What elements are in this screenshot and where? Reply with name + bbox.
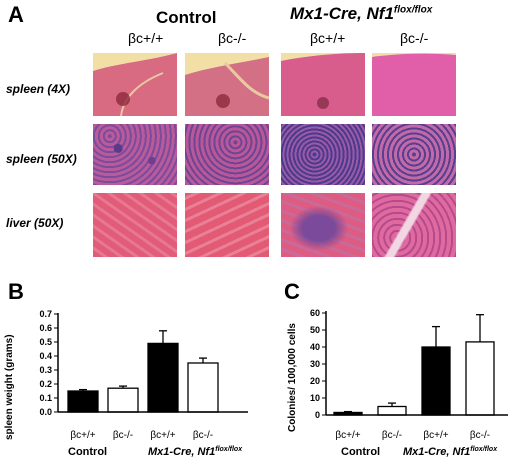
category-label: βc-/- bbox=[382, 430, 402, 441]
category-label: βc+/+ bbox=[423, 430, 448, 441]
category-label: βc-/- bbox=[470, 430, 490, 441]
category-label: βc+/+ bbox=[70, 430, 95, 441]
genotype-label: βc-/- bbox=[218, 30, 247, 46]
micrograph-spleen-4x-mutant-wt bbox=[281, 53, 365, 116]
group-label-control: Control bbox=[341, 446, 380, 458]
bar bbox=[465, 341, 495, 416]
bar bbox=[107, 387, 139, 413]
group-label-mutant: Mx1-Cre, Nf1flox/flox bbox=[403, 446, 498, 458]
mutant-group-main: Mx1-Cre, Nf1 bbox=[290, 4, 394, 23]
spleen-weight-chart: B spleen weight (grams) 0.0 0.1 0.2 0.3 0.4 0… bbox=[4, 279, 248, 458]
y-tick-label: 60 bbox=[310, 308, 320, 318]
y-tick-label: 0.7 bbox=[39, 309, 52, 319]
micrograph-spleen-4x-control-ko bbox=[185, 53, 269, 116]
y-tick-label: 0.0 bbox=[39, 407, 52, 417]
y-tick-label: 20 bbox=[310, 376, 320, 386]
panel-c-letter: C bbox=[284, 279, 300, 304]
panel-b-letter: B bbox=[8, 279, 24, 304]
row-label-liver-50x: liver (50X) bbox=[6, 216, 64, 230]
micrograph-spleen-4x-control-wt bbox=[93, 53, 177, 116]
y-tick-label: 0.3 bbox=[39, 365, 52, 375]
genotype-label: βc-/- bbox=[400, 30, 429, 46]
micrograph-liver-50x-mutant-wt bbox=[281, 193, 365, 257]
row-label-spleen-4x: spleen (4X) bbox=[6, 82, 71, 96]
category-label: βc-/- bbox=[113, 430, 133, 441]
genotype-label: βc+/+ bbox=[310, 30, 346, 46]
y-tick-label: 0 bbox=[315, 410, 320, 420]
y-tick-label: 30 bbox=[310, 359, 320, 369]
bar bbox=[421, 346, 451, 416]
mutant-group-title: Mx1-Cre, Nf1flox/flox bbox=[290, 4, 432, 24]
micrograph-liver-50x-control-wt bbox=[93, 193, 177, 257]
y-tick-label: 10 bbox=[310, 393, 320, 403]
micrograph-spleen-50x-mutant-wt bbox=[281, 124, 365, 185]
micrograph-spleen-50x-mutant-ko bbox=[372, 124, 456, 185]
micrograph-spleen-4x-mutant-ko bbox=[372, 53, 456, 116]
group-label-mutant: Mx1-Cre, Nf1flox/flox bbox=[148, 446, 243, 458]
panel-a-letter: A bbox=[8, 2, 24, 27]
y-axis-label: spleen weight (grams) bbox=[4, 334, 15, 440]
y-axis-label: Colonies/ 100,000 cells bbox=[287, 323, 298, 432]
genotype-label: βc+/+ bbox=[128, 30, 164, 46]
micrograph-liver-50x-mutant-ko bbox=[372, 193, 456, 257]
control-group-title: Control bbox=[156, 8, 217, 27]
y-tick-label: 0.2 bbox=[39, 379, 52, 389]
y-tick-label: 0.4 bbox=[39, 351, 52, 361]
group-label-control: Control bbox=[68, 446, 107, 458]
bar bbox=[377, 405, 407, 416]
category-label: βc-/- bbox=[193, 430, 213, 441]
bar bbox=[147, 342, 179, 413]
mutant-group-sup: flox/flox bbox=[393, 4, 433, 16]
y-tick-label: 0.1 bbox=[39, 393, 52, 403]
micrograph-spleen-50x-control-ko bbox=[185, 124, 269, 185]
micrograph-spleen-50x-control-wt bbox=[93, 124, 177, 185]
bar bbox=[187, 362, 219, 413]
micrograph-liver-50x-control-ko bbox=[185, 193, 269, 257]
y-tick-label: 40 bbox=[310, 342, 320, 352]
y-tick-label: 0.6 bbox=[39, 323, 52, 333]
y-tick-label: 50 bbox=[310, 325, 320, 335]
bar bbox=[67, 390, 99, 413]
category-label: βc+/+ bbox=[335, 430, 360, 441]
category-label: βc+/+ bbox=[150, 430, 175, 441]
colonies-chart: C Colonies/ 100,000 cells 0102030405060 … bbox=[284, 279, 508, 458]
row-label-spleen-50x: spleen (50X) bbox=[6, 152, 77, 166]
y-tick-label: 0.5 bbox=[39, 337, 52, 347]
